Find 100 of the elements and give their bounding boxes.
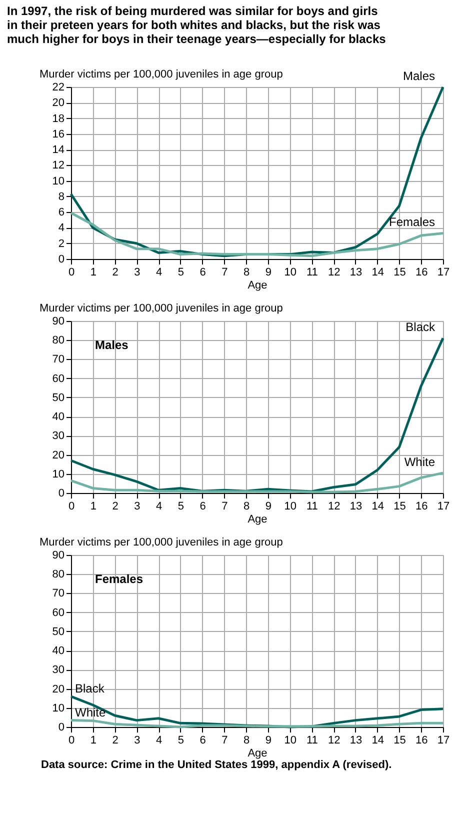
x-tick-label: 6	[200, 500, 206, 512]
series-label: Males	[402, 69, 435, 83]
x-tick-label: 16	[415, 734, 428, 746]
y-tick-label: 0	[58, 722, 64, 734]
x-tick-label: 12	[328, 500, 340, 512]
y-tick-label: 2	[58, 238, 64, 250]
source-note: Data source: Crime in the United States 1999, appendix A (revised).	[41, 759, 392, 771]
y-tick-label: 50	[52, 626, 64, 638]
series-label: Black	[406, 320, 436, 334]
y-tick-label: 16	[52, 128, 64, 140]
y-tick-label: 90	[52, 550, 64, 562]
x-tick-label: 6	[200, 266, 206, 278]
x-tick-label: 11	[306, 500, 318, 512]
x-tick-label: 2	[112, 500, 118, 512]
x-tick-label: 10	[284, 500, 296, 512]
x-tick-label: 3	[134, 500, 140, 512]
y-tick-label: 70	[52, 354, 64, 366]
y-tick-label: 30	[52, 430, 64, 442]
y-tick-label: 22	[52, 82, 64, 94]
y-tick-label: 0	[58, 254, 64, 266]
y-tick-label: 4	[58, 222, 64, 234]
text: Females	[95, 572, 144, 586]
text: Males	[95, 338, 129, 352]
y-tick-label: 60	[52, 372, 64, 385]
x-tick-label: 9	[265, 266, 272, 278]
x-tick-label: 0	[68, 500, 75, 512]
x-tick-label: 2	[112, 266, 118, 278]
x-tick-label: 1	[90, 734, 96, 746]
x-tick-label: 1	[90, 266, 96, 278]
x-tick-label: 12	[328, 734, 340, 746]
x-tick-label: 11	[306, 734, 318, 746]
x-tick-label: 4	[156, 500, 162, 512]
x-tick-label: 7	[222, 500, 228, 512]
x-tick-label: 5	[178, 500, 184, 512]
y-tick-label: 18	[52, 112, 64, 125]
x-tick-label: 1	[90, 500, 96, 512]
x-tick-label: 4	[156, 266, 162, 278]
series-label: Females	[388, 215, 435, 230]
x-axis-title: Age	[248, 748, 268, 760]
x-tick-label: 8	[243, 734, 250, 746]
x-tick-label: 7	[222, 266, 228, 278]
y-tick-label: 6	[58, 206, 64, 219]
x-tick-label: 3	[134, 266, 140, 278]
x-tick-label: 14	[372, 734, 384, 746]
y-axis-title: Murder victims per 100,000 juveniles in age group	[40, 536, 283, 548]
x-axis-title: Age	[248, 280, 268, 292]
x-tick-label: 0	[68, 734, 75, 746]
y-tick-label: 20	[52, 97, 64, 110]
x-tick-label: 10	[284, 734, 296, 746]
y-tick-label: 70	[52, 588, 64, 600]
x-tick-label: 0	[68, 266, 75, 278]
x-tick-label: 10	[284, 266, 296, 278]
x-tick-label: 15	[394, 266, 406, 278]
x-tick-label: 15	[394, 500, 406, 512]
y-tick-label: 14	[52, 144, 64, 156]
x-tick-label: 9	[265, 500, 272, 512]
y-tick-label: 80	[52, 334, 64, 347]
y-tick-label: 10	[52, 468, 64, 480]
x-tick-label: 17	[437, 500, 450, 512]
x-tick-label: 13	[350, 500, 362, 512]
y-tick-label: 20	[52, 683, 64, 696]
y-tick-label: 30	[52, 664, 64, 676]
line-series	[70, 212, 444, 258]
x-tick-label: 7	[222, 734, 228, 746]
series-label: White	[404, 454, 436, 469]
x-tick-label: 15	[394, 734, 406, 746]
chart-title: In 1997, the risk of being murdered was similar for boys and girls in their preteen years for both whites and blacks, but the risk was much higher for boys in their teenage years—especially for blacks	[7, 4, 386, 46]
x-tick-label: 11	[306, 266, 318, 278]
series-label: Black	[75, 681, 106, 696]
y-tick-label: 60	[52, 606, 64, 619]
x-tick-label: 17	[437, 734, 450, 746]
x-tick-label: 14	[372, 266, 384, 278]
y-tick-label: 50	[52, 392, 64, 404]
x-tick-label: 13	[350, 266, 362, 278]
y-tick-label: 80	[52, 568, 64, 581]
y-axis-title: Murder victims per 100,000 juveniles in age group	[40, 302, 283, 314]
y-tick-label: 40	[52, 645, 64, 658]
x-tick-label: 9	[265, 734, 272, 746]
y-axis-title: Murder victims per 100,000 juveniles in age group	[40, 68, 283, 80]
y-tick-label: 20	[52, 449, 64, 462]
x-tick-label: 14	[372, 500, 384, 512]
x-tick-label: 6	[200, 734, 206, 746]
x-axis-title: Age	[248, 514, 268, 526]
y-tick-label: 40	[52, 411, 64, 424]
x-tick-label: 8	[243, 266, 250, 278]
series-label: White	[75, 705, 106, 720]
x-tick-label: 8	[243, 500, 250, 512]
y-tick-label: 10	[52, 175, 64, 188]
x-tick-label: 16	[415, 266, 428, 278]
x-tick-label: 16	[415, 500, 428, 512]
x-tick-label: 2	[112, 734, 118, 746]
x-tick-label: 5	[178, 266, 184, 278]
y-tick-label: 12	[52, 160, 64, 172]
y-tick-label: 10	[52, 702, 64, 714]
x-tick-label: 13	[350, 734, 362, 746]
x-tick-label: 5	[178, 734, 184, 746]
x-tick-label: 12	[328, 266, 340, 278]
x-tick-label: 4	[156, 734, 162, 746]
x-tick-label: 17	[437, 266, 450, 278]
y-tick-label: 0	[58, 488, 64, 500]
